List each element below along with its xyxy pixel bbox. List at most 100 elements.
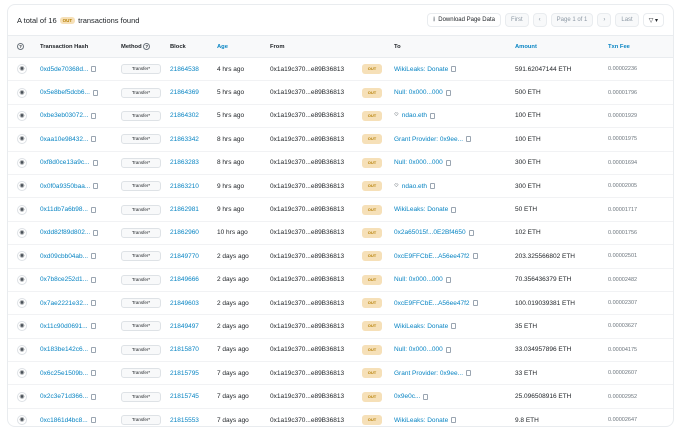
from-address[interactable]: 0x1a19c370...e89B36813 (270, 159, 345, 167)
from-address[interactable]: 0x1a19c370...e89B36813 (270, 369, 345, 377)
eye-icon[interactable]: ◉ (17, 181, 27, 192)
copy-icon[interactable] (91, 370, 97, 377)
tx-hash-link[interactable]: 0x6c25e1509b... (40, 369, 89, 377)
next-page-button[interactable]: › (597, 13, 612, 27)
tx-hash-link[interactable]: 0x183be142c6... (40, 346, 89, 354)
eye-icon[interactable]: ◉ (17, 110, 27, 121)
eye-icon[interactable]: ◉ (17, 368, 27, 379)
from-address[interactable]: 0x1a19c370...e89B36813 (270, 229, 345, 237)
to-address-link[interactable]: Null: 0x000...000 (394, 159, 443, 167)
eye-icon[interactable]: ◉ (17, 344, 27, 355)
from-address[interactable]: 0x1a19c370...e89B36813 (270, 206, 345, 214)
tx-hash-link[interactable]: 0xaa10e98432... (40, 135, 89, 143)
block-link[interactable]: 21864369 (170, 89, 199, 97)
eye-icon[interactable]: ◉ (17, 415, 27, 426)
copy-icon[interactable] (445, 89, 451, 96)
block-link[interactable]: 21849666 (170, 276, 199, 284)
block-link[interactable]: 21862981 (170, 206, 199, 214)
copy-icon[interactable] (466, 370, 472, 377)
block-link[interactable]: 21849497 (170, 322, 199, 330)
block-link[interactable]: 21815870 (170, 346, 199, 354)
copy-icon[interactable] (430, 183, 436, 190)
copy-icon[interactable] (451, 323, 457, 330)
copy-icon[interactable] (92, 159, 98, 166)
eye-icon[interactable]: ◉ (17, 87, 27, 98)
eye-icon[interactable]: ◉ (17, 298, 27, 309)
block-link[interactable]: 21862960 (170, 229, 199, 237)
from-address[interactable]: 0x1a19c370...e89B36813 (270, 252, 345, 260)
copy-icon[interactable] (92, 89, 98, 96)
copy-icon[interactable] (90, 206, 96, 213)
to-address-link[interactable]: WikiLeaks: Donate (394, 416, 449, 424)
tx-hash-link[interactable]: 0xf8d0ce13a9c... (40, 159, 90, 167)
to-address-link[interactable]: WikiLeaks: Donate (394, 322, 449, 330)
block-link[interactable]: 21863342 (170, 135, 199, 143)
copy-icon[interactable] (472, 300, 478, 307)
block-link[interactable]: 21815795 (170, 369, 199, 377)
prev-page-button[interactable]: ‹ (532, 13, 547, 27)
copy-icon[interactable] (423, 393, 429, 400)
from-address[interactable]: 0x1a19c370...e89B36813 (270, 299, 345, 307)
to-address-link[interactable]: WikiLeaks: Donate (394, 65, 449, 73)
download-button[interactable]: ⭳ Download Page Data (426, 13, 501, 27)
copy-icon[interactable] (91, 66, 97, 73)
to-address-link[interactable]: 0xcE9FFCbE...A56ee47f2 (394, 299, 470, 307)
header-fee[interactable]: Txn Fee (608, 43, 630, 50)
from-address[interactable]: 0x1a19c370...e89B36813 (270, 89, 345, 97)
block-link[interactable]: 21849603 (170, 299, 199, 307)
copy-icon[interactable] (451, 206, 457, 213)
from-address[interactable]: 0x1a19c370...e89B36813 (270, 322, 345, 330)
block-link[interactable]: 21863283 (170, 159, 199, 167)
header-amount[interactable]: Amount (515, 43, 537, 50)
from-address[interactable]: 0x1a19c370...e89B36813 (270, 182, 345, 190)
to-address-link[interactable]: Null: 0x000...000 (394, 89, 443, 97)
to-address-link[interactable]: 0x2a65015f...0E2Bf4650 (394, 229, 466, 237)
eye-icon[interactable]: ◉ (17, 64, 27, 75)
copy-icon[interactable] (93, 229, 99, 236)
to-address-link[interactable]: Grant Provider: 0x9ee... (394, 369, 464, 377)
copy-icon[interactable] (91, 253, 97, 260)
help-icon[interactable]: ? (17, 43, 24, 50)
tx-hash-link[interactable]: 0x11db7a6b98... (40, 206, 88, 214)
eye-icon[interactable]: ◉ (17, 251, 27, 262)
eye-icon[interactable]: ◉ (17, 227, 27, 238)
copy-icon[interactable] (451, 66, 457, 73)
eye-icon[interactable]: ◉ (17, 157, 27, 168)
copy-icon[interactable] (445, 276, 451, 283)
header-age[interactable]: Age (217, 43, 228, 50)
tx-hash-link[interactable]: 0x7ae2221e32... (40, 299, 89, 307)
copy-icon[interactable] (468, 229, 474, 236)
tx-hash-link[interactable]: 0xdd82f89d802... (40, 229, 91, 237)
to-address-link[interactable]: Null: 0x000...000 (394, 276, 443, 284)
block-link[interactable]: 21863210 (170, 182, 199, 190)
copy-icon[interactable] (90, 323, 96, 330)
eye-icon[interactable]: ◉ (17, 134, 27, 145)
to-address-link[interactable]: ndao.eth (401, 112, 428, 120)
block-link[interactable]: 21849770 (170, 252, 199, 260)
tx-hash-link[interactable]: 0x7b8ce252d1... (40, 276, 89, 284)
filter-button[interactable]: ▽ ▾ (642, 13, 664, 27)
eye-icon[interactable]: ◉ (17, 321, 27, 332)
tx-hash-link[interactable]: 0x11c90d0691... (40, 322, 88, 330)
first-page-button[interactable]: First (504, 13, 529, 27)
copy-icon[interactable] (451, 417, 457, 424)
copy-icon[interactable] (91, 300, 97, 307)
block-link[interactable]: 21864538 (170, 65, 199, 73)
from-address[interactable]: 0x1a19c370...e89B36813 (270, 393, 345, 401)
from-address[interactable]: 0x1a19c370...e89B36813 (270, 346, 345, 354)
tx-hash-link[interactable]: 0xc1861d4bc8... (40, 416, 88, 424)
from-address[interactable]: 0x1a19c370...e89B36813 (270, 276, 345, 284)
block-link[interactable]: 21815553 (170, 416, 199, 424)
from-address[interactable]: 0x1a19c370...e89B36813 (270, 65, 345, 73)
from-address[interactable]: 0x1a19c370...e89B36813 (270, 112, 345, 120)
eye-icon[interactable]: ◉ (17, 204, 27, 215)
to-address-link[interactable]: Grant Provider: 0x9ee... (394, 135, 464, 143)
tx-hash-link[interactable]: 0xbe3eb03072... (40, 112, 89, 120)
copy-icon[interactable] (430, 112, 436, 119)
block-link[interactable]: 21815745 (170, 393, 199, 401)
help-icon[interactable]: ? (143, 43, 151, 50)
copy-icon[interactable] (472, 253, 478, 260)
copy-icon[interactable] (93, 183, 99, 190)
to-address-link[interactable]: WikiLeaks: Donate (394, 206, 449, 214)
tx-hash-link[interactable]: 0xd09cbb04ab... (40, 252, 89, 260)
